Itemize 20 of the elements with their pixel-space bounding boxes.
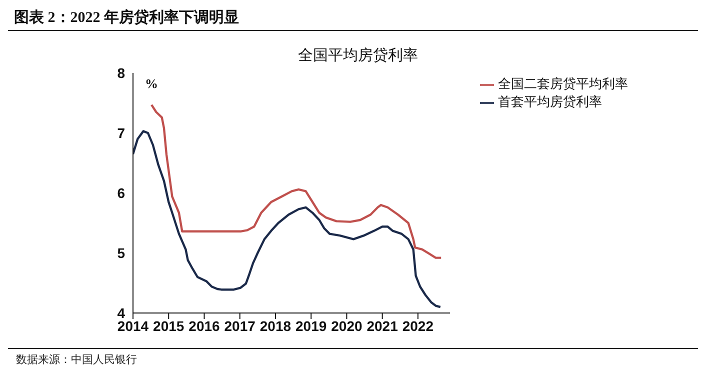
x-tick-label: 2015 [153,318,184,334]
y-tick-label: 6 [117,184,126,201]
legend-label: 首套平均房贷利率 [498,94,602,109]
chart-subtitle: 全国平均房贷利率 [298,48,418,64]
chart-title: 图表 2：2022 年房贷利率下调明显 [14,8,239,27]
legend-label: 全国二套房贷平均利率 [498,76,628,91]
x-tick-label: 2019 [296,318,327,334]
x-tick-label: 2021 [366,318,398,334]
source-note: 数据来源：中国人民银行 [16,353,137,367]
y-tick-label: 5 [117,244,126,261]
y-axis-title: % [145,76,158,92]
x-tick-label: 2022 [402,318,434,334]
y-tick-label: 7 [117,124,126,141]
x-tick-label: 2020 [331,318,362,334]
x-tick-label: 2018 [260,318,292,334]
line-series [150,104,442,259]
line-series [133,130,442,308]
y-tick-label: 8 [117,64,126,81]
x-tick-label: 2017 [224,318,256,334]
x-tick-label: 2016 [188,318,220,334]
